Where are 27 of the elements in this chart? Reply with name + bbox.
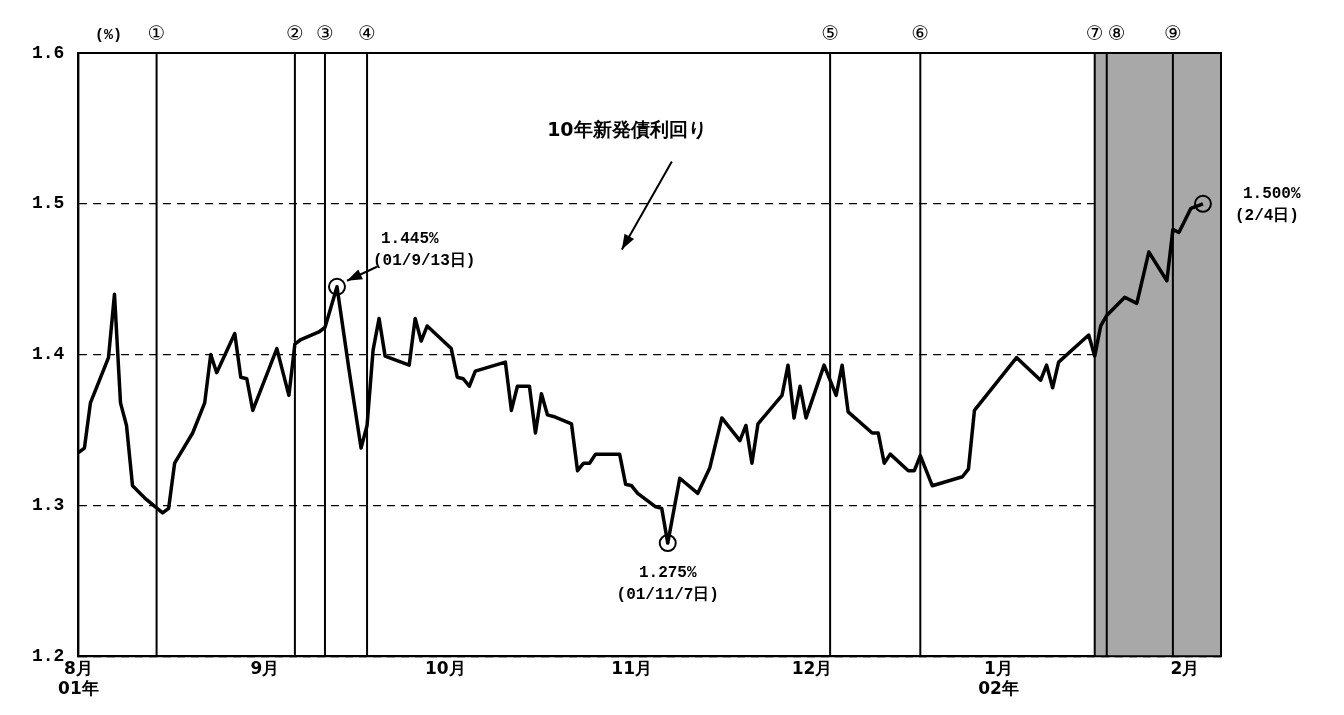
- point: [658, 534, 677, 553]
- x-tick-label: 10月: [424, 657, 466, 678]
- y-tick-label: 1.4: [32, 344, 65, 365]
- ref-line-label: ④: [358, 21, 377, 46]
- point: [1193, 194, 1212, 213]
- ref-line-label: ③: [316, 21, 334, 46]
- ref-line-label: ⑤: [821, 21, 840, 46]
- y-tick-label: 1.5: [32, 193, 65, 214]
- point: [327, 277, 346, 296]
- y-axis-title: (%): [94, 27, 122, 45]
- ref-line-label: ①: [147, 21, 166, 46]
- ref-line-label: ⑧: [1107, 21, 1126, 46]
- annotation: 1.445% (01/9/13日): [372, 229, 476, 270]
- x-tick-label: 11月: [611, 657, 652, 678]
- y-tick-label: 1.6: [32, 42, 65, 63]
- ref-line-label: ⑦: [1085, 21, 1104, 46]
- x-tick-label: 2月: [1170, 657, 1200, 678]
- text: 10年新発債利回り: [547, 118, 707, 141]
- ref-line-label: ②: [285, 21, 304, 46]
- ref-line-label: ⑨: [1163, 21, 1182, 46]
- annotation: 1.275% (01/11/7日): [616, 564, 719, 605]
- annotation: 1.500% (2/4日): [1234, 184, 1301, 225]
- x-tick-label: 1月 02年: [978, 657, 1019, 699]
- y-tick-label: 1.3: [32, 494, 65, 515]
- x-tick-label: 12月: [791, 657, 833, 678]
- x-tick-label: 9月: [250, 657, 280, 678]
- ref-line-label: ⑥: [911, 21, 930, 46]
